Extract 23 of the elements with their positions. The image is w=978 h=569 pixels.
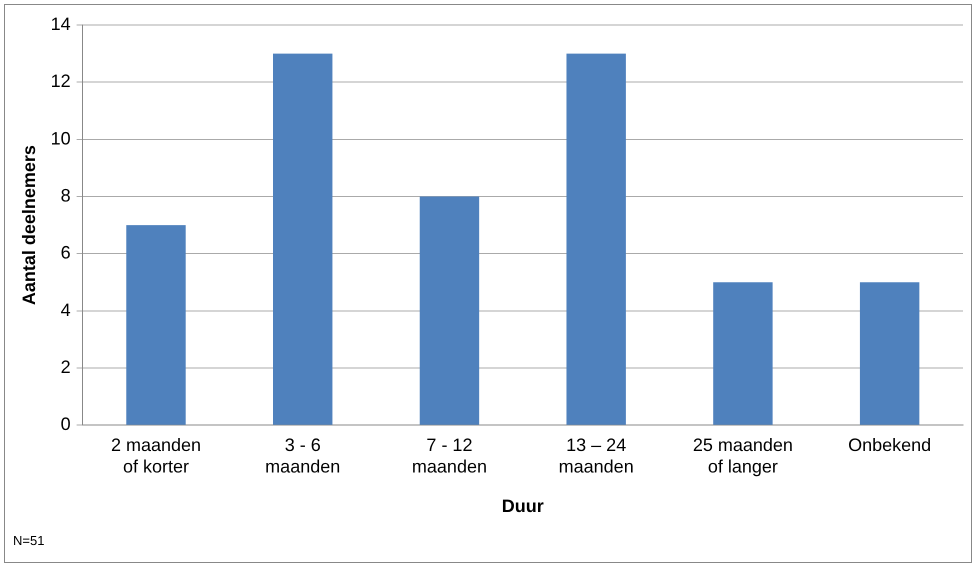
x-tick-label: Onbekend (848, 434, 932, 455)
bar (860, 282, 920, 425)
bar (566, 54, 626, 425)
y-axis-title: Aantal deelnemers (18, 145, 39, 306)
x-tick-label: 7 - 12 maanden (412, 434, 487, 477)
y-tick-label: 12 (50, 71, 71, 92)
y-tick-label: 2 (60, 356, 71, 377)
y-tick-label: 6 (60, 242, 71, 263)
bar (713, 282, 773, 425)
y-tick-label: 8 (60, 185, 71, 206)
y-tick-label: 14 (50, 14, 71, 34)
x-tick-label: 13 – 24 maanden (558, 434, 634, 477)
bar (126, 225, 186, 425)
bar (420, 196, 480, 425)
text: N=51 (13, 533, 44, 548)
y-tick-label: 10 (50, 128, 71, 148)
y-tick-label: 4 (60, 300, 71, 320)
x-axis-title: Duur (502, 496, 544, 516)
x-tick-label: 3 - 6 maanden (265, 434, 340, 477)
y-tick-label: 0 (60, 414, 71, 434)
x-tick-label: 2 maanden of korter (110, 434, 202, 477)
bar (273, 54, 332, 425)
x-tick-label: 25 maanden of langer (692, 434, 793, 477)
